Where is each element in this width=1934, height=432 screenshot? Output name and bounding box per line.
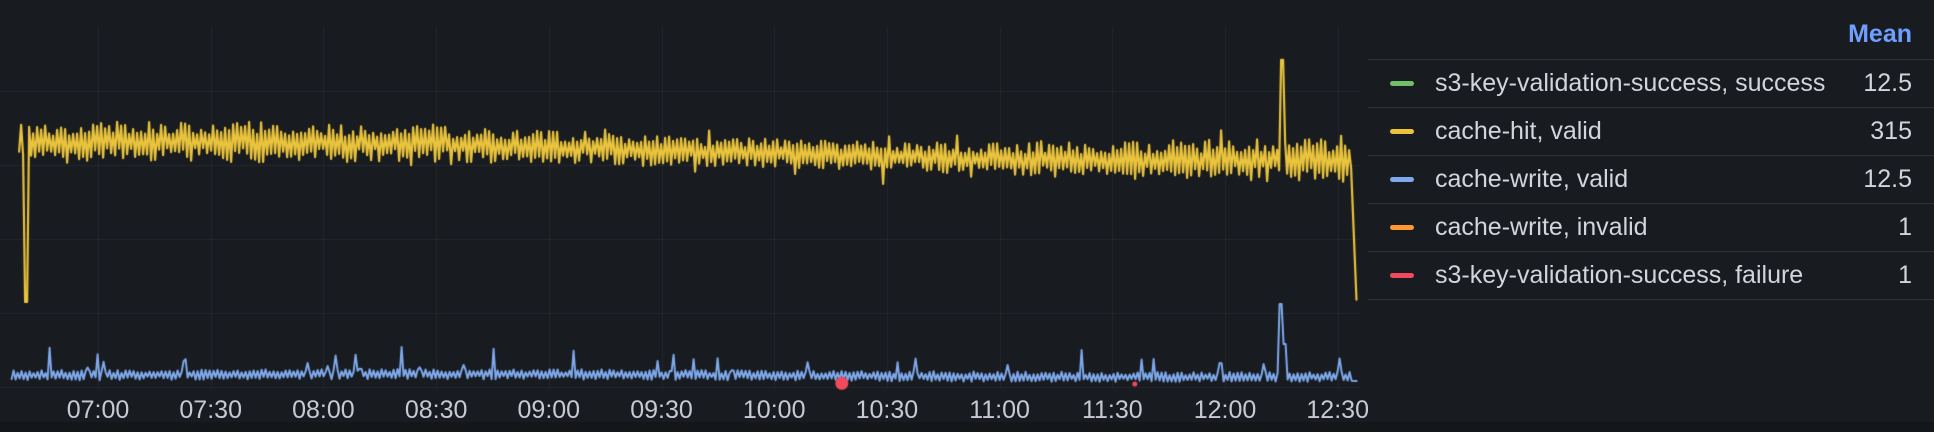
legend-row: s3-key-validation-success, failure 1 bbox=[1368, 251, 1934, 299]
series-color-swatch bbox=[1390, 225, 1414, 230]
x-axis-tick-label: 10:00 bbox=[742, 396, 806, 424]
series-color-swatch bbox=[1390, 81, 1414, 86]
x-axis: 07:00 07:30 08:00 08:30 09:00 09:30 10:00 10:30… bbox=[0, 396, 1369, 428]
time-series-canvas[interactable] bbox=[0, 0, 1368, 432]
legend-header-row: Mean bbox=[1368, 0, 1934, 59]
legend-mean-column-header[interactable]: Mean bbox=[1848, 20, 1912, 48]
legend-series-label[interactable]: s3-key-validation-success, failure bbox=[1435, 261, 1804, 289]
x-axis-tick-label: 07:30 bbox=[179, 396, 242, 424]
x-axis-tick-label: 10:30 bbox=[855, 396, 919, 424]
legend-mean-value: 12.5 bbox=[1863, 69, 1912, 97]
x-axis-tick-label: 08:00 bbox=[292, 396, 355, 424]
legend-series-label[interactable]: cache-write, invalid bbox=[1435, 213, 1648, 241]
legend-mean-value: 1 bbox=[1898, 213, 1912, 241]
x-axis-tick-label: 12:30 bbox=[1306, 396, 1369, 424]
chart-plot-area[interactable]: 07:00 07:30 08:00 08:30 09:00 09:30 10:00 10:30… bbox=[0, 0, 1369, 432]
x-axis-tick-label: 11:00 bbox=[969, 396, 1030, 424]
legend-mean-value: 315 bbox=[1870, 117, 1912, 145]
series-color-swatch bbox=[1390, 177, 1414, 182]
panel-bottom-edge bbox=[0, 422, 1934, 432]
legend-series-label[interactable]: cache-hit, valid bbox=[1435, 117, 1602, 145]
legend-series-label[interactable]: cache-write, valid bbox=[1435, 165, 1629, 193]
legend-table: Mean s3-key-validation-success, success 1… bbox=[1368, 0, 1934, 432]
legend-series-label[interactable]: s3-key-validation-success, success bbox=[1435, 69, 1826, 97]
legend-row: cache-write, valid 12.5 bbox=[1368, 155, 1934, 203]
x-axis-tick-label: 09:30 bbox=[630, 396, 693, 424]
x-axis-tick-label: 08:30 bbox=[404, 396, 468, 424]
legend-row: s3-key-validation-success, success 12.5 bbox=[1368, 59, 1934, 107]
x-axis-tick-label: 07:00 bbox=[66, 396, 130, 424]
series-color-swatch bbox=[1390, 129, 1414, 134]
series-color-swatch bbox=[1390, 273, 1414, 278]
legend-row: cache-hit, valid 315 bbox=[1368, 107, 1934, 155]
legend-mean-value: 1 bbox=[1898, 261, 1912, 289]
legend-row: cache-write, invalid 1 bbox=[1368, 203, 1934, 251]
legend-mean-value: 12.5 bbox=[1863, 165, 1912, 193]
x-axis-tick-label: 09:00 bbox=[517, 396, 581, 424]
x-axis-tick-label: 11:30 bbox=[1081, 396, 1143, 424]
x-axis-tick-label: 12:00 bbox=[1193, 396, 1257, 424]
legend-rows: s3-key-validation-success, success 12.5 ca… bbox=[1368, 59, 1934, 300]
